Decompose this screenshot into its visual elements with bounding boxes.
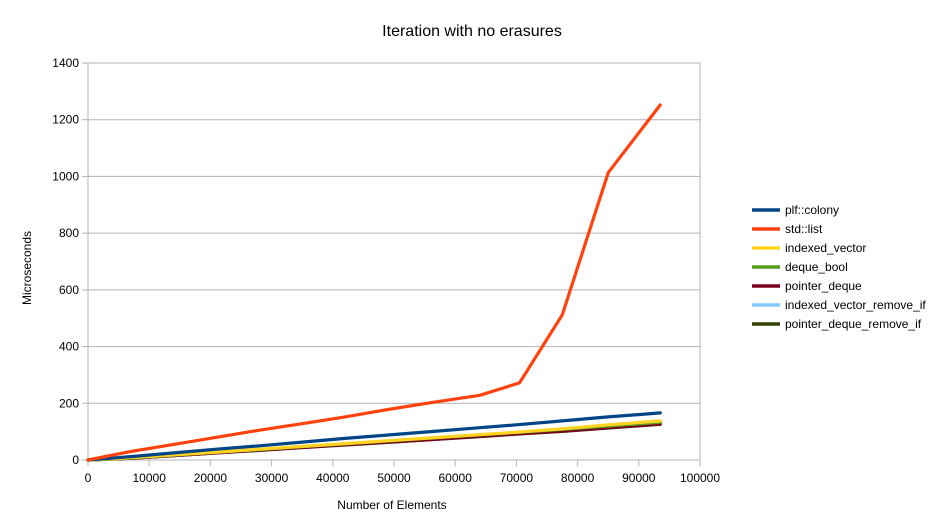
- y-tick-label: 600: [59, 283, 79, 297]
- series-line-std-list: [86, 103, 662, 462]
- x-tick-label: 60000: [439, 471, 473, 485]
- series-line-plf-colony: [86, 411, 662, 462]
- x-tick-label: 40000: [316, 471, 350, 485]
- legend-label: deque_bool: [785, 260, 848, 274]
- legend-label: indexed_vector_remove_if: [785, 298, 926, 312]
- x-tick-label: 0: [85, 471, 92, 485]
- y-axis-ticks: 0 200 400 600 800 1000 1200 1400: [52, 56, 88, 467]
- x-tick-label: 70000: [500, 471, 534, 485]
- plot-area-border: [87, 62, 701, 461]
- y-tick-label: 1200: [52, 113, 79, 127]
- x-tick-label: 30000: [255, 471, 289, 485]
- x-tick-label: 50000: [377, 471, 411, 485]
- x-axis-title: Number of Elements: [337, 498, 446, 512]
- series-lines: [86, 103, 662, 462]
- x-tick-label: 100000: [680, 471, 720, 485]
- legend-label: std::list: [785, 222, 823, 236]
- legend-label: indexed_vector: [785, 241, 866, 255]
- y-tick-label: 200: [59, 396, 79, 410]
- chart-title: Iteration with no erasures: [382, 23, 562, 40]
- legend-label: pointer_deque_remove_if: [785, 317, 922, 331]
- legend-label: plf::colony: [785, 203, 839, 217]
- x-tick-label: 80000: [561, 471, 595, 485]
- series-line-indexed-vector: [86, 419, 662, 462]
- y-tick-label: 1400: [52, 56, 79, 70]
- y-axis-title: Microseconds: [20, 231, 34, 305]
- x-tick-label: 20000: [194, 471, 228, 485]
- grid-lines: [88, 62, 700, 461]
- y-tick-label: 400: [59, 340, 79, 354]
- x-axis-ticks: 0 10000 20000 30000 40000 50000 60000 70000 8000…: [85, 460, 720, 485]
- legend: plf::colonystd::listindexed_vectordeque_…: [752, 203, 926, 331]
- y-tick-label: 1000: [52, 169, 79, 183]
- x-tick-label: 10000: [133, 471, 167, 485]
- y-tick-label: 800: [59, 226, 79, 240]
- legend-label: pointer_deque: [785, 279, 862, 293]
- y-tick-label: 0: [72, 453, 79, 467]
- x-tick-label: 90000: [622, 471, 656, 485]
